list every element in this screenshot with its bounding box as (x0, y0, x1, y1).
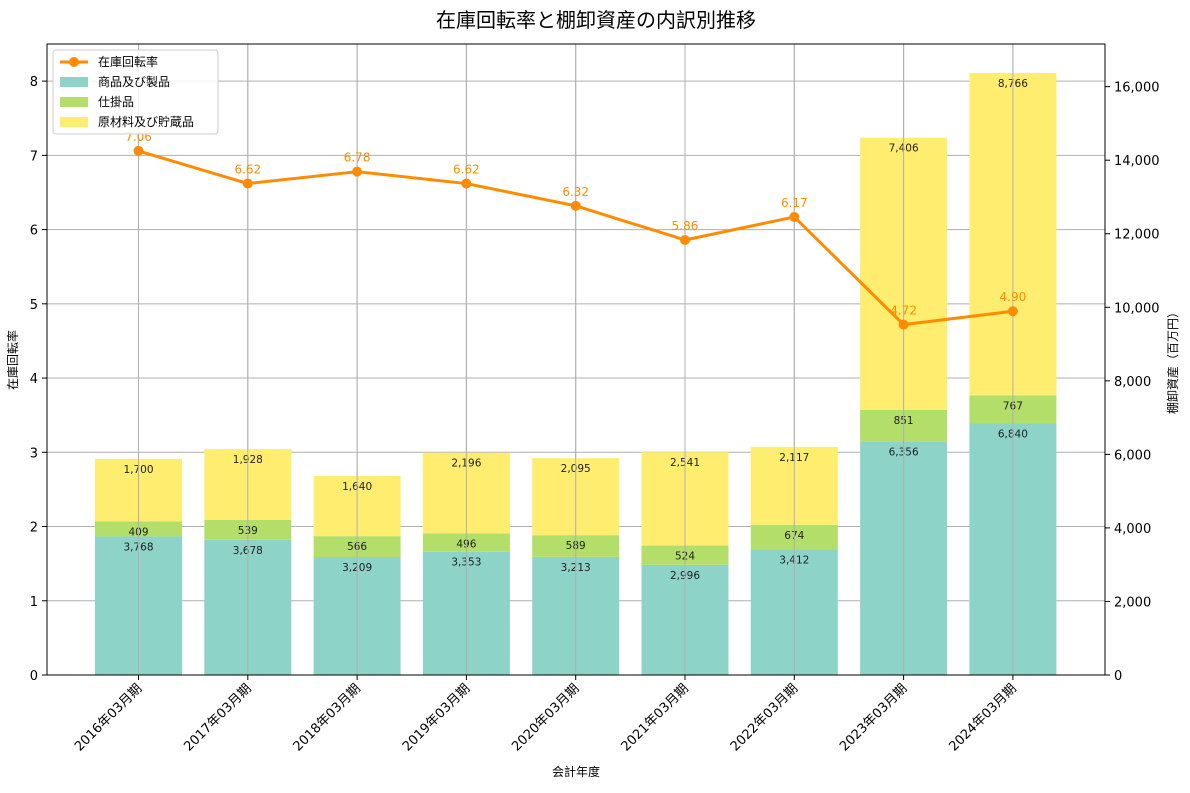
turnover-point (570, 200, 581, 211)
y-left-tick-label: 1 (30, 595, 38, 610)
legend-label: 在庫回転率 (98, 54, 158, 69)
turnover-value-label: 6.78 (344, 151, 371, 165)
y-left-tick-label: 7 (30, 149, 38, 164)
legend-line-marker (69, 57, 79, 67)
y-left-tick-label: 0 (30, 669, 38, 684)
turnover-point (1007, 306, 1018, 317)
x-tick-label: 2018年03月期 (291, 681, 364, 754)
y-right-tick-label: 10,000 (1114, 301, 1160, 316)
turnover-value-label: 6.17 (781, 196, 808, 210)
x-tick-label: 2024年03月期 (946, 681, 1019, 754)
y-left-tick-label: 3 (30, 446, 38, 461)
legend-swatch (60, 117, 88, 127)
x-tick-label: 2017年03月期 (181, 681, 254, 754)
chart-title: 在庫回転率と棚卸資産の内訳別推移 (436, 8, 756, 32)
turnover-point (789, 211, 800, 222)
y-right-tick-label: 4,000 (1114, 522, 1151, 537)
y-left-tick-label: 5 (30, 298, 38, 313)
y-axis-right-label: 棚卸資産（百万円） (1165, 306, 1180, 414)
x-axis-label: 会計年度 (552, 764, 600, 779)
y-right-tick-label: 6,000 (1114, 448, 1151, 463)
legend-box (52, 49, 219, 135)
turnover-point (352, 166, 363, 177)
y-left-tick-label: 6 (30, 224, 38, 239)
turnover-value-label: 5.86 (672, 219, 699, 233)
x-tick-label: 2020年03月期 (509, 681, 582, 754)
y-right-tick-label: 2,000 (1114, 595, 1151, 610)
legend-label: 仕掛品 (98, 94, 134, 109)
x-tick-label: 2016年03月期 (72, 681, 145, 754)
turnover-value-label: 6.32 (562, 185, 589, 199)
legend-label: 原材料及び貯蔵品 (98, 115, 194, 129)
y-right-tick-label: 12,000 (1114, 228, 1160, 243)
y-left-tick-label: 8 (30, 75, 38, 90)
y-left-tick-label: 4 (30, 372, 38, 387)
y-right-tick-label: 0 (1114, 669, 1122, 684)
x-tick-label: 2021年03月期 (619, 681, 692, 754)
legend-swatch (60, 97, 88, 107)
turnover-point (898, 319, 909, 330)
y-right-tick-label: 8,000 (1114, 375, 1151, 390)
y-right-tick-label: 14,000 (1114, 154, 1160, 169)
x-tick-label: 2019年03月期 (400, 681, 473, 754)
turnover-point (461, 178, 472, 189)
turnover-point (133, 145, 144, 156)
legend-label: 商品及び製品 (98, 74, 170, 89)
turnover-value-label: 6.62 (453, 163, 480, 177)
y-right-tick-label: 16,000 (1114, 81, 1160, 96)
turnover-value-label: 4.72 (890, 304, 917, 318)
turnover-value-label: 6.62 (234, 163, 261, 177)
y-axis-left-label: 在庫回転率 (5, 330, 20, 390)
y-left-tick-label: 2 (30, 521, 38, 536)
x-tick-label: 2023年03月期 (837, 681, 910, 754)
turnover-value-label: 4.90 (1000, 290, 1027, 304)
turnover-point (680, 234, 690, 245)
legend-swatch (60, 77, 88, 87)
x-tick-label: 2022年03月期 (728, 681, 801, 754)
turnover-point (242, 178, 253, 189)
